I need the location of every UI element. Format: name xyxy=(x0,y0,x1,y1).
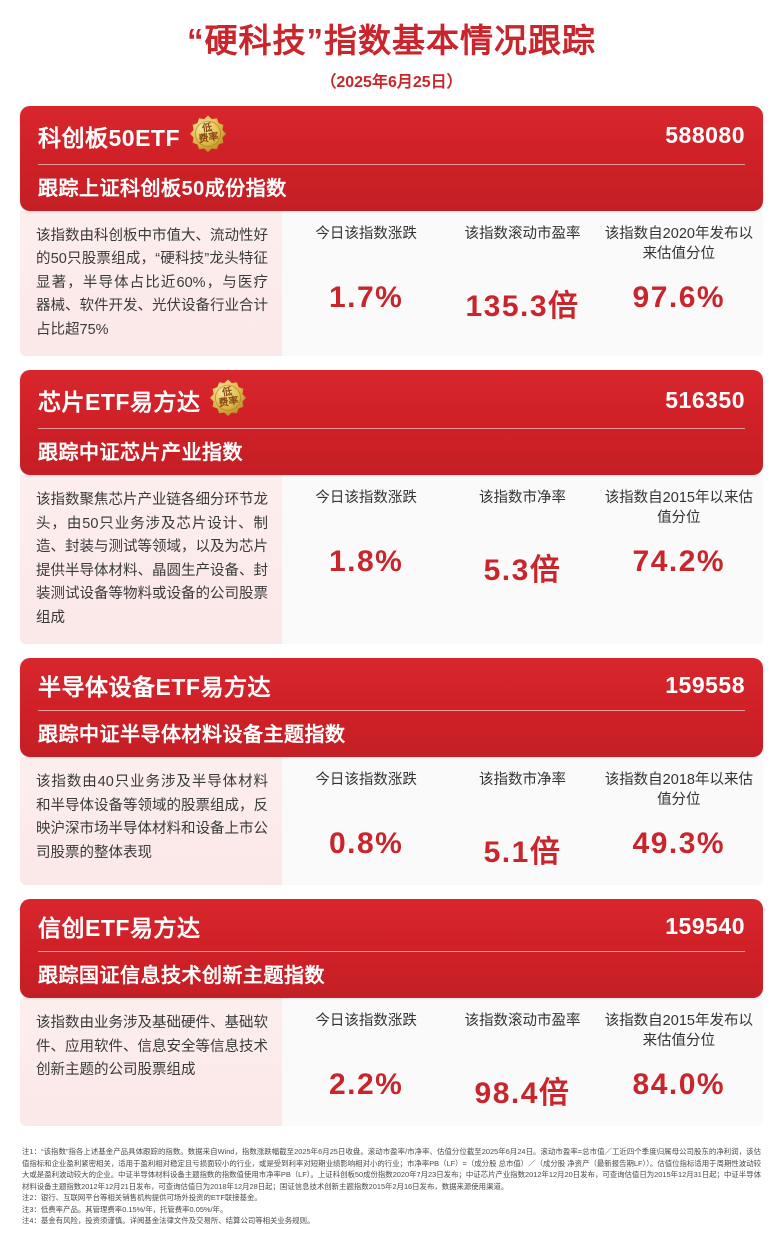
fund-code: 159540 xyxy=(665,912,745,939)
fund-card-body: 该指数由科创板中市值大、流动性好的50只股票组成，“硬科技”龙头特征显著，半导体… xyxy=(20,210,763,357)
metric-value: 5.1倍 xyxy=(483,836,562,870)
metric-value: 98.4倍 xyxy=(474,1077,571,1111)
metric-label: 今日该指数涨跌 xyxy=(315,1013,417,1030)
metric-item: 今日该指数涨跌 1.8% xyxy=(288,489,444,579)
metric-label: 今日该指数涨跌 xyxy=(315,772,417,789)
fund-card-list: 科创板50ETF xyxy=(0,92,783,1127)
fund-code: 588080 xyxy=(665,122,745,149)
page-date: （2025年6月25日） xyxy=(320,73,463,91)
page-header: “硬科技”指数基本情况跟踪 （2025年6月25日） xyxy=(0,0,783,92)
fund-name: 信创ETF易方达 xyxy=(38,915,201,942)
metric-label: 该指数市净率 xyxy=(478,490,566,507)
metric-label: 该指数自2015年发布以来估值分位 xyxy=(604,1013,753,1049)
footnote-3: 注3：低费率产品。其管理费率0.15%/年，托管费率0.05%/年。 xyxy=(22,1204,228,1214)
metric-label: 该指数滚动市盈率 xyxy=(464,225,581,242)
metric-value: 84.0% xyxy=(632,1068,726,1102)
metric-item: 该指数市净率 5.1倍 xyxy=(444,771,600,871)
metric-label: 该指数自2020年发布以来估值分位 xyxy=(604,225,753,262)
metric-item: 今日该指数涨跌 0.8% xyxy=(288,771,444,861)
fund-card-body: 该指数由40只业务涉及半导体材料和半导体设备等领域的股票组成，反映沪深市场半导体… xyxy=(20,757,763,886)
footnote-4: 注4：基金有风险，投资须谨慎。详阅基金法律文件及交易所、结算公司等相关业务规则。 xyxy=(22,1216,315,1226)
low-fee-badge-icon: 低 费率 xyxy=(188,114,228,154)
metric-item: 该指数自2018年以来估值分位 49.3% xyxy=(601,771,757,861)
metric-label: 该指数市净率 xyxy=(478,772,566,789)
index-description: 该指数由业务涉及基础硬件、基础软件、应用软件、信息安全等信息技术创新主题的公司股… xyxy=(20,998,282,1127)
metric-value: 49.3% xyxy=(632,827,726,861)
metric-value: 1.7% xyxy=(328,280,404,314)
fund-card-header: 信创ETF易方达 159540 跟踪国证信息技术创新主题指数 xyxy=(20,899,763,999)
fund-name: 半导体设备ETF易方达 xyxy=(38,674,271,701)
fund-card-body: 该指数聚焦芯片产业链各细分环节龙头，由50只业务涉及芯片设计、制造、封装与测试等… xyxy=(20,475,763,645)
metric-label: 该指数自2015年以来估值分位 xyxy=(604,490,753,526)
metric-value: 74.2% xyxy=(632,545,726,579)
fund-card: 半导体设备ETF易方达 159558 跟踪中证半导体材料设备主题指数 该指数由4… xyxy=(20,658,763,886)
metric-value: 1.8% xyxy=(328,545,404,579)
metric-label: 今日该指数涨跌 xyxy=(315,225,417,242)
fund-card-header: 科创板50ETF xyxy=(20,105,763,211)
tracked-index-name: 跟踪国证信息技术创新主题指数 xyxy=(38,965,325,988)
fund-card-body: 该指数由业务涉及基础硬件、基础软件、应用软件、信息安全等信息技术创新主题的公司股… xyxy=(20,998,763,1127)
metric-item: 该指数滚动市盈率 135.3倍 xyxy=(444,225,600,325)
footnotes: 注1：“该指数”指各上述基金产品具体跟踪的指数。数据来自Wind，指数涨跌幅截至… xyxy=(0,1140,783,1226)
metric-group: 今日该指数涨跌 0.8% 该指数市净率 5.1倍 该指数自2018年以来估值分位… xyxy=(282,757,763,886)
header-divider xyxy=(38,951,745,953)
tracked-index-name: 跟踪上证科创板50成份指数 xyxy=(38,177,287,200)
fund-card-header: 芯片ETF易方达 低 费率 516350 xyxy=(20,370,763,476)
fund-card: 科创板50ETF xyxy=(20,105,763,357)
footnote-2: 注2：银行、互联网平台等相关销售机构提供可场外投资的ETF联接基金。 xyxy=(22,1193,262,1203)
metric-item: 该指数自2020年发布以来估值分位 97.6% xyxy=(601,225,757,315)
index-description: 该指数聚焦芯片产业链各细分环节龙头，由50只业务涉及芯片设计、制造、封装与测试等… xyxy=(20,475,282,645)
metric-group: 今日该指数涨跌 1.8% 该指数市净率 5.3倍 该指数自2015年以来估值分位… xyxy=(282,475,763,645)
metric-item: 该指数滚动市盈率 98.4倍 xyxy=(444,1012,600,1112)
fund-code: 159558 xyxy=(665,671,745,698)
fund-code: 516350 xyxy=(665,386,745,413)
header-divider xyxy=(38,710,745,712)
metric-label: 今日该指数涨跌 xyxy=(315,490,417,507)
index-description: 该指数由40只业务涉及半导体材料和半导体设备等领域的股票组成，反映沪深市场半导体… xyxy=(20,757,282,886)
tracked-index-name: 跟踪中证芯片产业指数 xyxy=(38,442,243,465)
metric-label: 该指数滚动市盈率 xyxy=(464,1013,581,1030)
page-title: “硬科技”指数基本情况跟踪 xyxy=(187,22,596,59)
metric-value: 0.8% xyxy=(328,827,404,861)
header-divider xyxy=(38,428,745,430)
metric-label: 该指数自2018年以来估值分位 xyxy=(604,772,753,808)
metric-item: 今日该指数涨跌 2.2% xyxy=(288,1012,444,1102)
footnote-1: 注1：“该指数”指各上述基金产品具体跟踪的指数。数据来自Wind，指数涨跌幅截至… xyxy=(22,1147,761,1191)
metric-item: 今日该指数涨跌 1.7% xyxy=(288,225,444,315)
fund-name: 科创板50ETF xyxy=(38,124,181,151)
metric-item: 该指数自2015年以来估值分位 74.2% xyxy=(601,489,757,579)
metric-item: 该指数市净率 5.3倍 xyxy=(444,489,600,589)
fund-card: 信创ETF易方达 159540 跟踪国证信息技术创新主题指数 该指数由业务涉及基… xyxy=(20,899,763,1127)
header-divider xyxy=(38,163,745,165)
fund-card-header: 半导体设备ETF易方达 159558 跟踪中证半导体材料设备主题指数 xyxy=(20,658,763,758)
tracked-index-name: 跟踪中证半导体材料设备主题指数 xyxy=(38,724,346,747)
low-fee-badge-label: 低 费率 xyxy=(218,386,240,410)
metric-group: 今日该指数涨跌 1.7% 该指数滚动市盈率 135.3倍 该指数自2020年发布… xyxy=(282,210,763,357)
low-fee-badge-icon: 低 费率 xyxy=(208,378,248,418)
fund-card: 芯片ETF易方达 低 费率 516350 xyxy=(20,370,763,645)
metric-item: 该指数自2015年发布以来估值分位 84.0% xyxy=(601,1012,757,1102)
low-fee-badge-label: 低 费率 xyxy=(197,122,220,146)
metric-value: 5.3倍 xyxy=(483,554,562,588)
metric-value: 135.3倍 xyxy=(465,289,580,323)
metric-value: 97.6% xyxy=(632,280,726,314)
fund-name: 芯片ETF易方达 xyxy=(38,389,201,416)
metric-group: 今日该指数涨跌 2.2% 该指数滚动市盈率 98.4倍 该指数自2015年发布以… xyxy=(282,998,763,1127)
index-description: 该指数由科创板中市值大、流动性好的50只股票组成，“硬科技”龙头特征显著，半导体… xyxy=(20,210,282,357)
metric-value: 2.2% xyxy=(328,1068,404,1102)
